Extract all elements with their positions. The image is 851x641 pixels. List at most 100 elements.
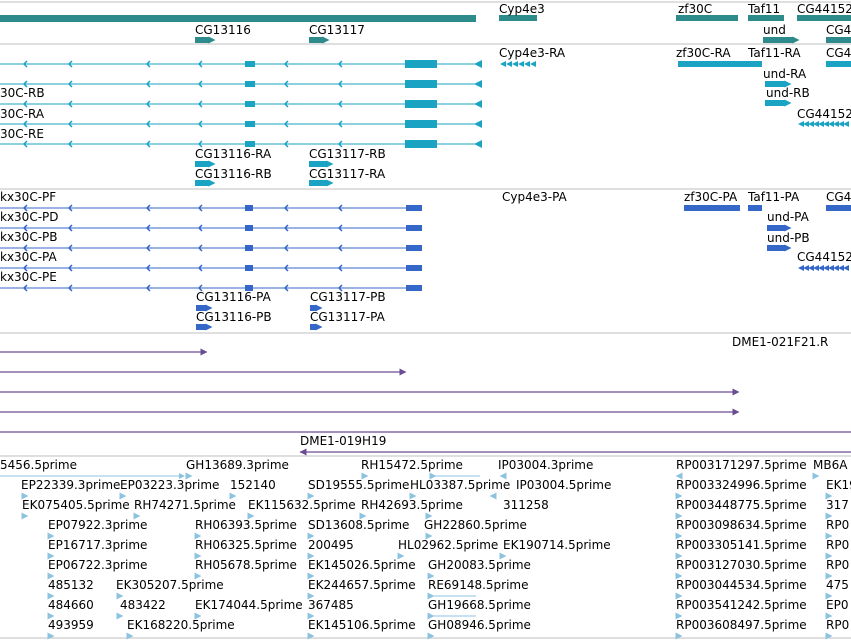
est-label[interactable]: RP0 (826, 538, 850, 552)
transcript-label[interactable]: 30C-RA (0, 107, 45, 121)
est-label[interactable]: EK145106.5prime (308, 618, 416, 632)
est-label[interactable]: 484660 (48, 598, 94, 612)
est-label[interactable]: EK244657.5prime (308, 578, 416, 592)
protein-label[interactable]: CG44152 (797, 250, 851, 264)
clone-label[interactable]: DME1-019H19 (300, 434, 387, 448)
est-label[interactable]: RH15472.5prime (361, 458, 463, 472)
est-label[interactable]: EP03223.3prime (120, 478, 220, 492)
est-label[interactable]: EP22339.3prime (21, 478, 121, 492)
protein-label[interactable]: und-PB (767, 231, 810, 245)
est-label[interactable]: RP0 (826, 518, 850, 532)
gene-label[interactable]: CG44152 (797, 2, 851, 16)
protein-label[interactable]: kx30C-PB (0, 230, 58, 244)
est-label[interactable]: EK168220.5prime (127, 618, 235, 632)
protein-label[interactable]: CG4 (826, 190, 851, 204)
transcript-label[interactable]: zf30C-RA (676, 46, 731, 60)
transcript-label[interactable]: CG44152 (797, 107, 851, 121)
protein-label[interactable]: CG13117-PB (310, 290, 386, 304)
est-label[interactable]: RH06393.5prime (195, 518, 297, 532)
est-label[interactable]: GH13689.3prime (186, 458, 289, 472)
transcript-label[interactable]: 30C-RE (0, 127, 44, 141)
est-label[interactable]: SD19555.5prime (308, 478, 410, 492)
est-label[interactable]: GH08946.5prime (428, 618, 531, 632)
est-label[interactable]: RP003171297.5prime (676, 458, 807, 472)
est-label[interactable]: MB6A (813, 458, 848, 472)
est-label[interactable]: RH05678.5prime (195, 558, 297, 572)
transcript-label[interactable]: 30C-RB (0, 86, 45, 100)
est-label[interactable]: 485132 (48, 578, 94, 592)
protein-label[interactable]: CG13116-PB (196, 310, 272, 324)
est-label[interactable]: 317 (826, 498, 849, 512)
est-label[interactable]: RP003608497.5prime (676, 618, 807, 632)
gene-label[interactable]: und (763, 23, 786, 37)
transcript-label[interactable]: und-RB (766, 86, 810, 100)
est-label[interactable]: RP003324996.5prime (676, 478, 807, 492)
est-label[interactable]: HL03387.5prime (410, 478, 511, 492)
protein-label[interactable]: kx30C-PD (0, 210, 59, 224)
gene-label[interactable]: CG13116 (195, 23, 251, 37)
transcript-label[interactable]: Cyp4e3-RA (499, 46, 566, 60)
protein-label[interactable]: CG13117-PA (310, 310, 385, 324)
est-label[interactable]: RP0 (826, 618, 850, 632)
protein-label[interactable]: kx30C-PF (0, 190, 57, 204)
gene-label[interactable]: zf30C (678, 2, 713, 16)
est-label[interactable]: IP03004.3prime (498, 458, 594, 472)
gene-label[interactable]: CG13117 (309, 23, 365, 37)
protein-label[interactable]: Taf11-PA (748, 190, 800, 204)
est-label[interactable]: GH19668.5prime (428, 598, 531, 612)
est-label[interactable]: RP003044534.5prime (676, 578, 807, 592)
transcript-label[interactable]: und-RA (763, 67, 807, 81)
est-label[interactable]: 5456.5prime (0, 458, 77, 472)
est-label[interactable]: GH22860.5prime (424, 518, 527, 532)
est-label[interactable]: RP003127030.5prime (676, 558, 807, 572)
est-label[interactable]: RP003305141.5prime (676, 538, 807, 552)
est-label[interactable]: EP07922.3prime (48, 518, 148, 532)
transcript-label[interactable]: CG13116-RB (195, 167, 272, 181)
est-label[interactable]: EP06722.3prime (48, 558, 148, 572)
est-label[interactable]: EK305207.5prime (116, 578, 224, 592)
est-label[interactable]: HL02962.5prime (398, 538, 499, 552)
est-label[interactable]: RP003448775.5prime (676, 498, 807, 512)
protein-label[interactable]: Cyp4e3-PA (502, 190, 567, 204)
est-label[interactable]: RP003098634.5prime (676, 518, 807, 532)
est-label[interactable]: RH42693.5prime (361, 498, 463, 512)
transcript-label[interactable]: CG13116-RA (195, 147, 272, 161)
est-label[interactable]: 367485 (308, 598, 354, 612)
protein-label[interactable]: und-PA (767, 210, 809, 224)
protein-label[interactable]: CG13116-PA (196, 290, 271, 304)
est-label[interactable]: EK174044.5prime (195, 598, 303, 612)
protein-label[interactable]: zf30C-PA (684, 190, 738, 204)
est-glyph (307, 532, 315, 540)
transcript-label[interactable]: Taf11-RA (748, 46, 801, 60)
est-label[interactable]: 311258 (503, 498, 549, 512)
transcript-label[interactable]: CG13117-RA (309, 167, 386, 181)
clone-label[interactable]: DME1-021F21.R (732, 335, 829, 349)
protein-label[interactable]: kx30C-PE (0, 270, 57, 284)
est-label[interactable]: RP0 (826, 558, 850, 572)
est-label[interactable]: SD13608.5prime (308, 518, 410, 532)
est-label[interactable]: 475 (826, 578, 849, 592)
est-label[interactable]: EK19 (826, 478, 851, 492)
est-label[interactable]: RH74271.5prime (134, 498, 236, 512)
est-label[interactable]: RH06325.5prime (195, 538, 297, 552)
est-label[interactable]: RE69148.5prime (428, 578, 529, 592)
est-label[interactable]: 152140 (230, 478, 276, 492)
est-label[interactable]: EP0 (826, 598, 849, 612)
est-label[interactable]: RP003541242.5prime (676, 598, 807, 612)
est-label[interactable]: EP16717.3prime (48, 538, 148, 552)
est-label[interactable]: 483422 (120, 598, 166, 612)
est-label[interactable]: IP03004.5prime (516, 478, 612, 492)
est-label[interactable]: EK115632.5prime (248, 498, 356, 512)
transcript-label[interactable]: CG13117-RB (309, 147, 386, 161)
transcript-label[interactable]: CG44152 (826, 46, 851, 60)
est-label[interactable]: 200495 (308, 538, 354, 552)
gene-label[interactable]: CG44152 (826, 23, 851, 37)
est-label[interactable]: EK075405.5prime (22, 498, 130, 512)
est-label[interactable]: EK190714.5prime (503, 538, 611, 552)
est-label[interactable]: EK145026.5prime (308, 558, 416, 572)
est-label[interactable]: 493959 (48, 618, 94, 632)
protein-label[interactable]: kx30C-PA (0, 250, 57, 264)
gene-label[interactable]: Cyp4e3 (499, 2, 545, 16)
est-label[interactable]: GH20083.5prime (428, 558, 531, 572)
gene-label[interactable]: Taf11 (748, 2, 781, 16)
